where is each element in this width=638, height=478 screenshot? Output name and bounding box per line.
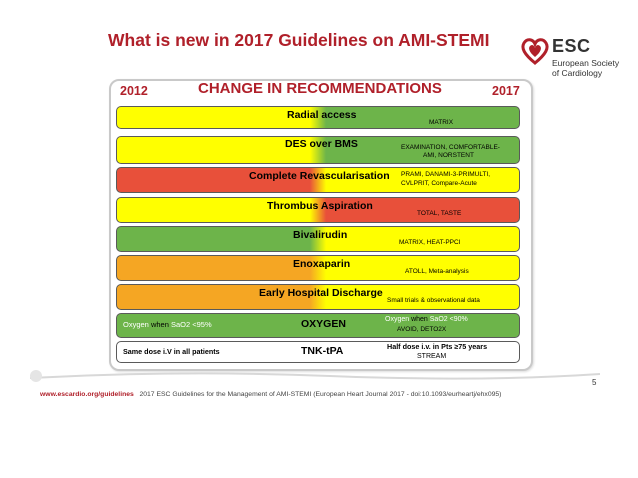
row-thrombus-aspiration: Thrombus Aspiration TOTAL, TASTE xyxy=(116,197,520,223)
tnk-2017-text: Half dose i.v. in Pts ≥75 years xyxy=(387,342,488,351)
esc-logo: ESC European Society of Cardiology xyxy=(520,36,632,100)
row-label: Bivalirudin xyxy=(293,229,348,241)
row-evidence: Small trials & observational data xyxy=(387,297,480,304)
footer-decoration xyxy=(30,370,600,382)
row-complete-revascularisation: Complete Revascularisation PRAMI, DANAMI… xyxy=(116,167,520,193)
row-label: Complete Revascularisation xyxy=(249,170,390,182)
oxygen-2017-text: Oxygen when SaO2 <90% xyxy=(385,316,468,323)
row-des-over-bms: DES over BMS EXAMINATION, COMFORTABLE- A… xyxy=(116,136,520,164)
row-bivalirudin: Bivalirudin MATRIX, HEAT-PPCI xyxy=(116,226,520,252)
heart-logo-icon xyxy=(521,38,549,65)
tnk-2012-text: Same dose i.V in all patients xyxy=(123,347,220,356)
row-evidence-1: EXAMINATION, COMFORTABLE- xyxy=(401,144,500,151)
row-evidence: MATRIX, HEAT-PPCI xyxy=(399,239,461,246)
row-enoxaparin: Enoxaparin ATOLL, Meta-analysis xyxy=(116,255,520,281)
esc-abbr: ESC xyxy=(552,36,591,56)
oxygen-2012-text: Oxygen when SaO2 <95% xyxy=(123,320,212,329)
row-label: OXYGEN xyxy=(301,318,346,330)
row-label: Thrombus Aspiration xyxy=(267,200,373,212)
year-right: 2017 xyxy=(492,84,520,98)
row-evidence: TOTAL, TASTE xyxy=(417,210,462,217)
citation: 2017 ESC Guidelines for the Management o… xyxy=(139,391,502,398)
esc-line1: European Society xyxy=(552,58,620,68)
row-evidence: ATOLL, Meta-analysis xyxy=(405,268,469,275)
row-evidence: MATRIX xyxy=(429,119,454,126)
row-oxygen: Oxygen when SaO2 <95% OXYGEN Oxygen when… xyxy=(116,313,520,338)
footer: www.escardio.org/guidelines 2017 ESC Gui… xyxy=(40,391,501,398)
row-label: DES over BMS xyxy=(285,138,358,150)
row-evidence: STREAM xyxy=(417,353,447,360)
row-radial-access: Radial access MATRIX xyxy=(116,106,520,129)
guidelines-link[interactable]: www.escardio.org/guidelines xyxy=(40,391,134,398)
row-evidence-1: PRAMI, DANAMI-3-PRIMULTI, xyxy=(401,171,491,178)
row-evidence-2: AMI, NORSTENT xyxy=(423,152,474,159)
year-left: 2012 xyxy=(120,84,148,98)
row-early-hospital-discharge: Early Hospital Discharge Small trials & … xyxy=(116,284,520,310)
row-tnk-tpa: Same dose i.V in all patients TNK-tPA Ha… xyxy=(116,341,520,363)
slide-title: What is new in 2017 Guidelines on AMI-ST… xyxy=(108,30,490,50)
row-label: Radial access xyxy=(287,109,357,121)
esc-line2: of Cardiology xyxy=(552,68,603,78)
row-label: TNK-tPA xyxy=(301,345,344,357)
table-heading: CHANGE IN RECOMMENDATIONS xyxy=(198,80,442,97)
row-evidence: AVOID, DETO2X xyxy=(397,326,447,333)
row-label: Enoxaparin xyxy=(293,258,351,270)
page-number: 5 xyxy=(592,378,597,387)
row-evidence-2: CVLPRIT, Compare-Acute xyxy=(401,180,477,187)
row-label: Early Hospital Discharge xyxy=(259,287,383,299)
